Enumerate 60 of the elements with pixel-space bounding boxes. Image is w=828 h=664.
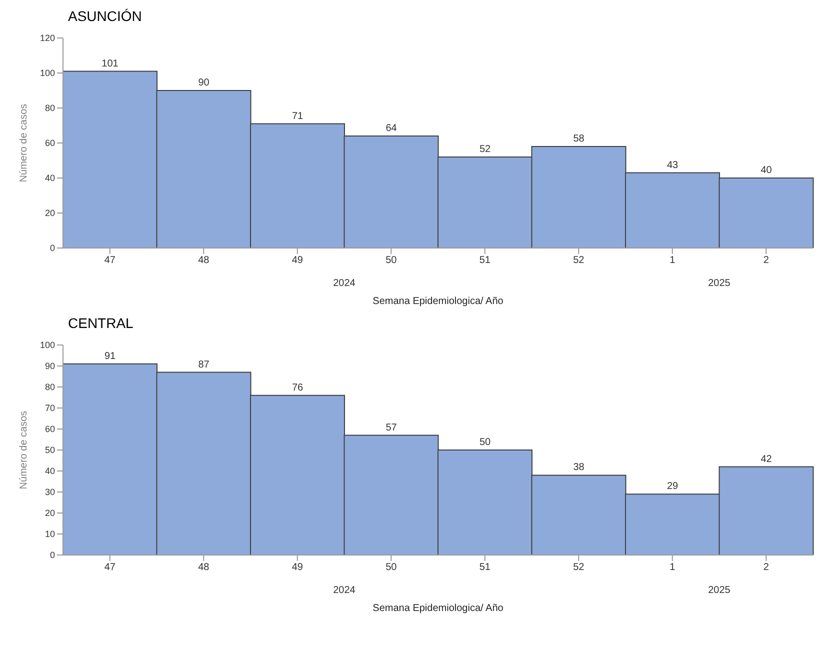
y-tick-label: 40 <box>44 466 55 476</box>
x-tick-label: 48 <box>198 562 210 574</box>
y-tick-label: 70 <box>44 403 55 414</box>
data-label: 43 <box>666 160 678 171</box>
data-label: 87 <box>198 359 210 370</box>
y-tick-label: 80 <box>44 103 55 114</box>
text: 2024 <box>332 585 356 596</box>
x-tick-label: 51 <box>479 255 491 266</box>
data-label: 52 <box>479 144 491 155</box>
y-tick-label: 20 <box>44 208 55 218</box>
y-tick-label: 40 <box>44 173 55 184</box>
x-tick-label: 50 <box>386 562 398 574</box>
y-axis-title: Número de casos <box>18 104 30 182</box>
data-label: 76 <box>292 382 304 394</box>
y-tick-label: 100 <box>40 68 55 78</box>
x-tick-label: 1 <box>670 562 676 574</box>
y-axis-title: Número de casos <box>18 410 30 490</box>
data-label: 29 <box>666 481 678 492</box>
data-label: 40 <box>760 165 772 176</box>
x-tick-label: 52 <box>573 562 585 574</box>
y-tick-label: 30 <box>44 487 55 498</box>
y-tick-label: 20 <box>44 508 55 518</box>
x-tick-label: 47 <box>104 562 116 574</box>
data-label: 57 <box>386 422 398 434</box>
y-tick-label: 0 <box>50 243 55 254</box>
data-label: 90 <box>198 78 210 88</box>
x-tick-label: 49 <box>292 255 304 266</box>
data-label: 50 <box>479 437 491 448</box>
data-label: 91 <box>104 350 116 362</box>
data-label: 71 <box>292 110 304 122</box>
y-tick-label: 0 <box>50 550 55 560</box>
y-tick-label: 50 <box>44 445 55 456</box>
data-label: 64 <box>386 123 398 134</box>
y-tick-label: 90 <box>44 361 55 372</box>
x-tick-label: 49 <box>292 562 304 574</box>
x-axis-title: Semana Epidemiologica/ Año <box>372 603 504 614</box>
y-tick-label: 60 <box>44 138 55 148</box>
text: 2025 <box>707 278 732 289</box>
x-tick-label: 2 <box>763 255 770 266</box>
y-tick-label: 80 <box>44 382 55 392</box>
data-label: 38 <box>573 462 585 474</box>
x-tick-label: 50 <box>386 255 398 266</box>
x-tick-label: 52 <box>573 255 585 266</box>
y-tick-label: 10 <box>44 529 55 540</box>
chart-title: CENTRAL <box>68 315 134 333</box>
x-tick-label: 1 <box>670 255 676 266</box>
y-tick-label: 60 <box>44 424 55 434</box>
text: 2024 <box>332 278 356 289</box>
x-tick-label: 2 <box>763 562 770 574</box>
data-label: 58 <box>573 134 585 144</box>
y-tick-label: 120 <box>40 33 55 44</box>
y-tick-label: 100 <box>40 340 55 350</box>
x-axis-title: Semana Epidemiologica/ Año <box>372 296 504 307</box>
text: 2025 <box>707 585 732 596</box>
data-label: 42 <box>760 454 772 465</box>
x-tick-label: 48 <box>198 255 210 266</box>
x-tick-label: 47 <box>104 255 116 266</box>
x-tick-label: 51 <box>479 562 491 574</box>
data-label: 101 <box>102 58 119 70</box>
chart-title: ASUNCIÓN <box>68 8 143 26</box>
